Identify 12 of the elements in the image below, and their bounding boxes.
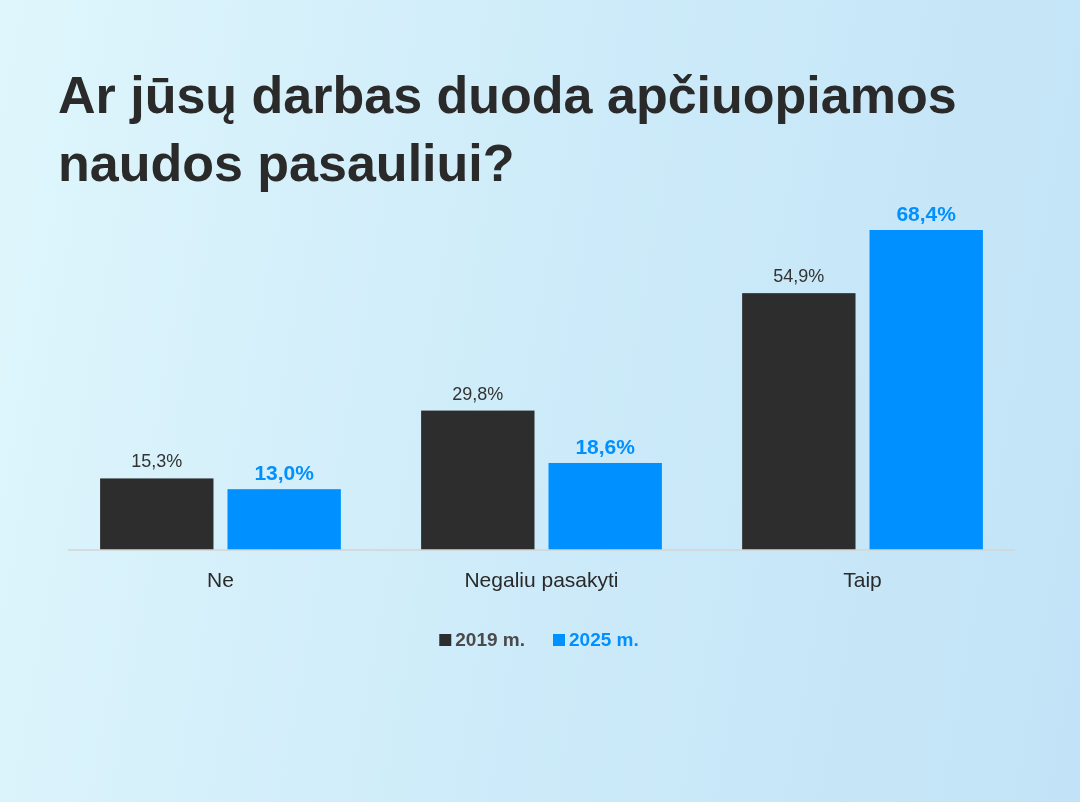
chart-title: Ar jūsų darbas duoda apčiuopiamos naudos pasauliui?: [58, 66, 957, 192]
data-label: 15,3%: [131, 451, 183, 472]
data-label: 68,4%: [896, 202, 957, 225]
legend-label: 2019 m.: [455, 629, 526, 651]
x-tick-label: Taip: [843, 568, 882, 591]
x-tick-label: Ne: [207, 568, 234, 591]
data-label: 18,6%: [575, 434, 636, 458]
legend-label: 2025 m.: [569, 629, 639, 651]
x-tick-label: Negaliu pasakyti: [464, 568, 619, 591]
data-label: 13,0%: [254, 461, 315, 485]
data-label: 54,9%: [773, 266, 825, 287]
data-label: 29,8%: [452, 383, 504, 404]
